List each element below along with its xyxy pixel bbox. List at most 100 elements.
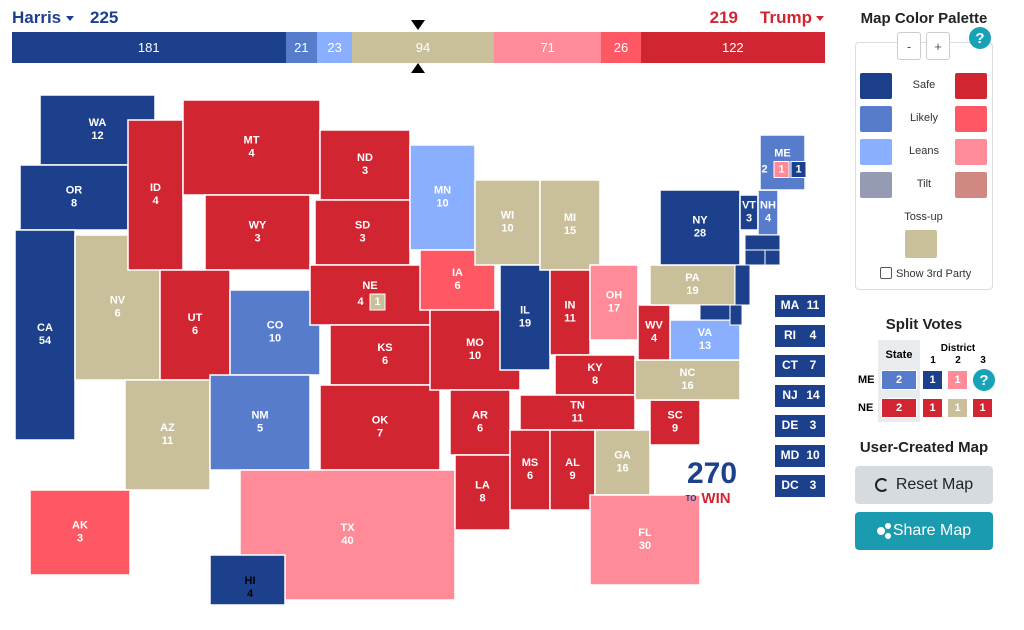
district-header: District [940, 343, 976, 354]
state-ev: 54 [39, 335, 52, 347]
state[interactable] [474, 179, 541, 266]
small-state-box[interactable] [775, 295, 825, 317]
state-abbr: KS [377, 342, 392, 354]
segment-label: 26 [613, 40, 629, 55]
state[interactable] [319, 384, 441, 471]
state[interactable] [669, 319, 741, 361]
split-box[interactable]: 1 [922, 370, 943, 390]
state[interactable] [539, 179, 601, 271]
state[interactable] [14, 229, 76, 441]
swatch[interactable] [860, 139, 892, 165]
state-ev: 10 [269, 332, 281, 344]
state-abbr: TX [340, 522, 355, 534]
small-state-abbr: NJ [782, 388, 797, 402]
state[interactable] [499, 264, 551, 371]
state[interactable] [764, 249, 781, 266]
state[interactable] [649, 399, 701, 446]
swatch[interactable] [905, 230, 937, 258]
zoom-in-button[interactable]: + [926, 32, 950, 60]
state[interactable] [659, 189, 741, 266]
state-ev: 16 [681, 380, 693, 392]
state[interactable] [734, 264, 751, 306]
split-box[interactable]: 1 [922, 398, 943, 418]
state[interactable] [744, 234, 781, 251]
state[interactable] [329, 324, 441, 386]
state[interactable] [29, 489, 131, 576]
state[interactable] [449, 389, 511, 456]
split-box[interactable]: 1 [972, 398, 993, 418]
help-button[interactable]: ? [969, 27, 991, 49]
state[interactable] [309, 264, 431, 326]
swatch[interactable] [955, 106, 987, 132]
segment-label: 181 [137, 40, 160, 55]
state-ev: 6 [382, 355, 388, 367]
state[interactable] [182, 99, 321, 196]
split-box[interactable]: 2 [881, 398, 917, 418]
district[interactable] [790, 161, 807, 178]
split-box[interactable]: 2 [881, 370, 917, 390]
state[interactable] [699, 304, 731, 321]
state[interactable] [519, 394, 636, 431]
swatch[interactable] [860, 106, 892, 132]
state[interactable] [409, 144, 476, 251]
state[interactable] [549, 429, 596, 511]
state[interactable] [204, 194, 311, 271]
state[interactable] [209, 374, 311, 471]
split-help[interactable]: ? [973, 369, 995, 391]
ev-segment: 23 [317, 32, 352, 63]
state-ev: 19 [519, 317, 531, 329]
state[interactable] [729, 304, 743, 326]
small-state-box[interactable] [775, 355, 825, 377]
split-ev: 1 [929, 402, 936, 414]
swatch[interactable] [955, 172, 987, 198]
state[interactable] [229, 289, 321, 376]
small-state-box[interactable] [775, 385, 825, 407]
small-state-box[interactable] [775, 445, 825, 467]
state[interactable] [127, 119, 184, 271]
state[interactable] [634, 359, 741, 401]
right-name[interactable]: Trump [760, 8, 812, 27]
state-abbr: LA [475, 479, 490, 491]
swatch[interactable] [860, 172, 892, 198]
state[interactable] [649, 264, 736, 306]
segment-label: 71 [540, 40, 555, 55]
small-state-ev: 3 [810, 478, 817, 492]
state[interactable] [589, 264, 639, 341]
segment-label: 23 [327, 40, 342, 55]
state-ev: 11 [162, 435, 174, 447]
zoom-out-button[interactable]: - [897, 32, 921, 60]
district[interactable] [369, 293, 386, 311]
state[interactable] [744, 249, 766, 266]
split-box[interactable]: 1 [947, 370, 968, 390]
split-box[interactable]: 1 [947, 398, 968, 418]
state-abbr: KY [587, 362, 603, 374]
reset-button[interactable]: Reset Map [855, 466, 993, 504]
state[interactable] [319, 129, 411, 201]
state[interactable] [159, 269, 231, 381]
swatch[interactable] [955, 139, 987, 165]
small-state-abbr: DE [782, 418, 799, 432]
small-state-box[interactable] [775, 475, 825, 497]
state-abbr: ND [357, 152, 373, 164]
state[interactable] [509, 429, 551, 511]
segment-label: 94 [415, 40, 431, 55]
state[interactable] [209, 554, 286, 606]
share-button[interactable]: Share Map [855, 512, 993, 550]
swatch[interactable] [860, 73, 892, 99]
state-ev: 4 [357, 296, 364, 308]
small-state-box[interactable] [775, 415, 825, 437]
checkbox[interactable] [880, 267, 892, 279]
state-ev: 10 [501, 222, 513, 234]
state[interactable] [589, 494, 701, 586]
small-state-box[interactable] [775, 325, 825, 347]
state-ev: 3 [362, 165, 368, 177]
state[interactable] [19, 164, 129, 231]
swatch[interactable] [955, 73, 987, 99]
state[interactable] [124, 379, 211, 491]
state[interactable] [594, 429, 651, 496]
left-name[interactable]: Harris [12, 8, 62, 27]
state[interactable] [454, 454, 511, 531]
district[interactable] [773, 161, 790, 178]
state[interactable] [549, 269, 591, 356]
palette-label: Likely [909, 112, 939, 124]
